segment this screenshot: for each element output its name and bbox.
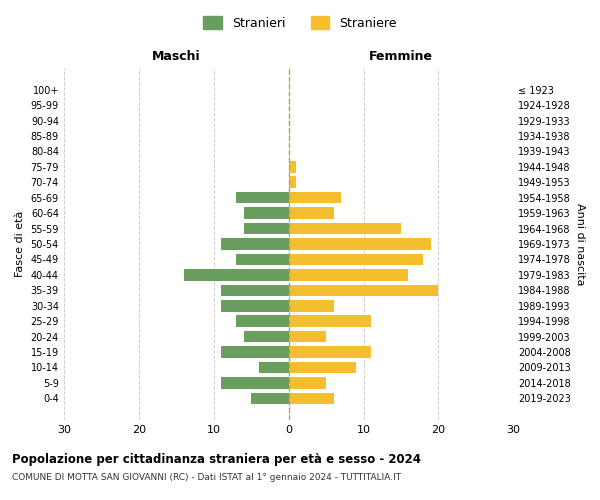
Bar <box>289 269 409 280</box>
Bar <box>221 346 289 358</box>
Bar <box>289 300 334 312</box>
Bar <box>289 223 401 234</box>
Bar <box>236 316 289 327</box>
Text: COMUNE DI MOTTA SAN GIOVANNI (RC) - Dati ISTAT al 1° gennaio 2024 - TUTTITALIA.I: COMUNE DI MOTTA SAN GIOVANNI (RC) - Dati… <box>12 472 401 482</box>
Bar <box>289 284 439 296</box>
Text: Maschi: Maschi <box>152 50 200 64</box>
Bar <box>236 192 289 203</box>
Bar <box>289 176 296 188</box>
Y-axis label: Fasce di età: Fasce di età <box>15 211 25 277</box>
Bar <box>184 269 289 280</box>
Bar <box>236 254 289 265</box>
Bar <box>289 331 326 342</box>
Text: Popolazione per cittadinanza straniera per età e sesso - 2024: Popolazione per cittadinanza straniera p… <box>12 452 421 466</box>
Bar <box>221 238 289 250</box>
Text: Femmine: Femmine <box>369 50 433 64</box>
Bar <box>244 208 289 219</box>
Bar <box>244 223 289 234</box>
Bar <box>244 331 289 342</box>
Bar <box>251 392 289 404</box>
Bar <box>289 254 424 265</box>
Bar <box>221 300 289 312</box>
Legend: Stranieri, Straniere: Stranieri, Straniere <box>198 11 402 35</box>
Bar <box>289 377 326 388</box>
Bar <box>289 316 371 327</box>
Bar <box>289 161 296 172</box>
Bar <box>289 192 341 203</box>
Y-axis label: Anni di nascita: Anni di nascita <box>575 202 585 285</box>
Bar <box>289 392 334 404</box>
Bar <box>221 284 289 296</box>
Bar <box>289 208 334 219</box>
Bar <box>289 362 356 374</box>
Bar <box>259 362 289 374</box>
Bar <box>289 238 431 250</box>
Bar <box>289 346 371 358</box>
Bar <box>221 377 289 388</box>
